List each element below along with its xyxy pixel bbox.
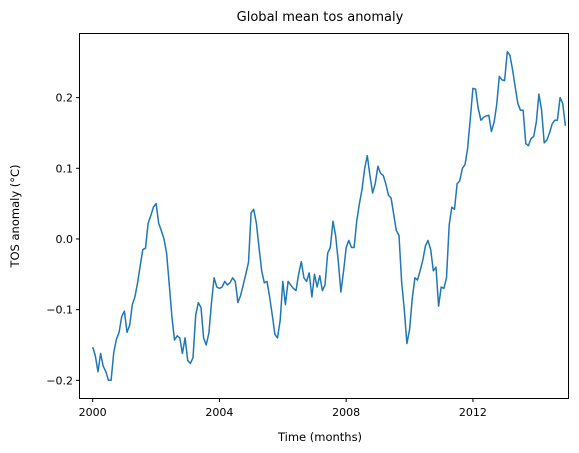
axes-frame (79, 33, 569, 399)
x-axis: 2000 2004 2008 2012 (79, 398, 487, 419)
x-axis-label: Time (months) (277, 430, 362, 444)
y-tick-label: 0.0 (56, 233, 74, 246)
y-axis: −0.2 −0.1 0.0 0.1 0.2 (46, 92, 80, 387)
y-tick-label: 0.1 (56, 162, 74, 175)
plot-area (91, 50, 567, 382)
y-tick-label: −0.2 (46, 374, 73, 387)
x-tick-label: 2012 (459, 406, 487, 419)
x-tick-label: 2008 (332, 406, 360, 419)
x-tick-label: 2004 (205, 406, 233, 419)
x-tick-label: 2000 (79, 406, 107, 419)
series-line-0 (91, 50, 567, 382)
chart-title: Global mean tos anomaly (237, 10, 404, 25)
y-tick-label: 0.2 (56, 92, 74, 105)
y-tick-label: −0.1 (46, 304, 73, 317)
y-axis-label: TOS anomaly (°C) (8, 164, 22, 268)
